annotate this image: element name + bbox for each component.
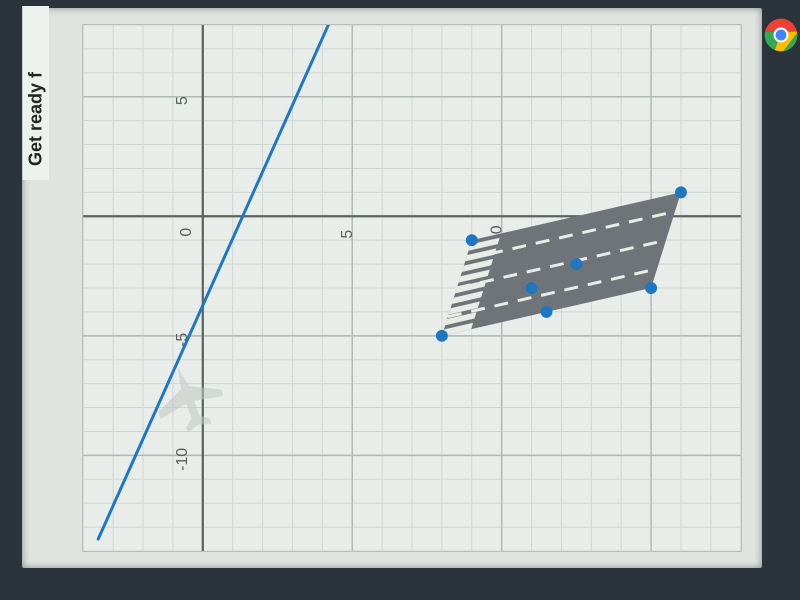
runway-point-1[interactable] (466, 234, 478, 246)
svg-text:0: 0 (178, 228, 195, 237)
runway-point-6[interactable] (675, 186, 687, 198)
runway-point-5[interactable] (645, 282, 657, 294)
page-root: Get ready f 51015-10-550 (0, 0, 800, 600)
runway-point-2[interactable] (526, 282, 538, 294)
chrome-icon (764, 18, 798, 52)
svg-text:5: 5 (174, 96, 191, 105)
runway-point-0[interactable] (436, 330, 448, 342)
runway-point-3[interactable] (541, 306, 553, 318)
flight-path-line[interactable] (98, 25, 328, 539)
svg-text:5: 5 (339, 230, 356, 239)
worksheet-paper: Get ready f 51015-10-550 (22, 8, 762, 568)
page-title-text: Get ready f (26, 72, 47, 166)
svg-text:-10: -10 (174, 448, 191, 471)
runway-point-4[interactable] (570, 258, 582, 270)
coordinate-graph[interactable]: 51015-10-550 (82, 24, 742, 552)
graph-svg: 51015-10-550 (83, 25, 741, 551)
airplane-icon (146, 355, 231, 439)
page-title-tab: Get ready f (22, 6, 49, 180)
